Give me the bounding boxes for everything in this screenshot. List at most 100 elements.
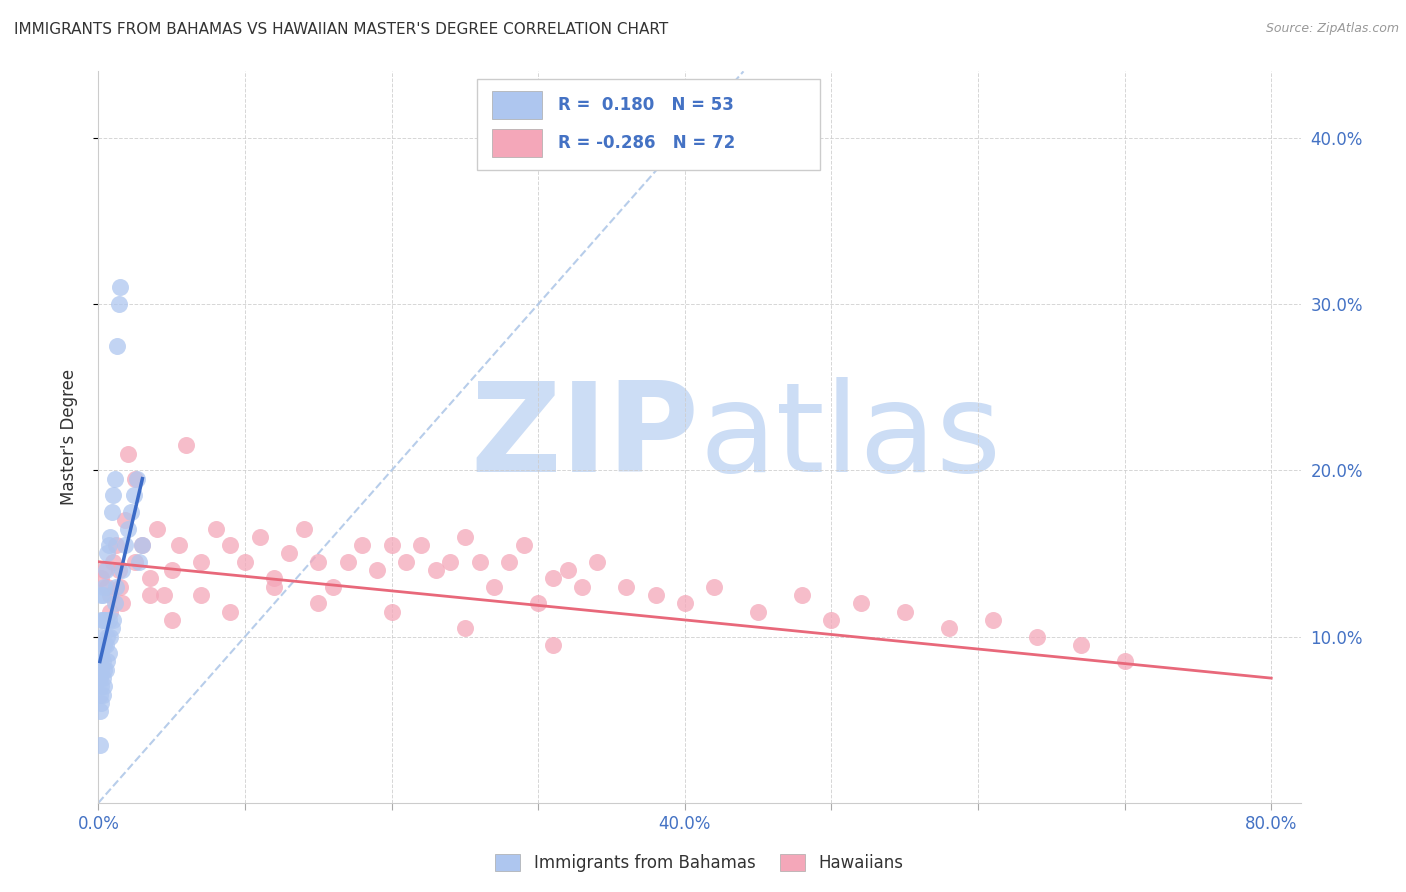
Point bbox=[91, 638, 114, 652]
Point bbox=[90, 680, 112, 694]
Point bbox=[131, 538, 153, 552]
Point bbox=[103, 472, 125, 486]
Text: IMMIGRANTS FROM BAHAMAS VS HAWAIIAN MASTER'S DEGREE CORRELATION CHART: IMMIGRANTS FROM BAHAMAS VS HAWAIIAN MAST… bbox=[14, 22, 668, 37]
Point bbox=[90, 571, 112, 585]
Point bbox=[93, 613, 115, 627]
Point bbox=[146, 521, 169, 535]
Point bbox=[790, 588, 813, 602]
Point bbox=[96, 546, 118, 560]
Point bbox=[98, 630, 121, 644]
Point bbox=[439, 555, 461, 569]
Point bbox=[167, 538, 190, 552]
Point bbox=[101, 488, 124, 502]
Point bbox=[89, 705, 111, 719]
Point bbox=[176, 438, 198, 452]
Point bbox=[512, 538, 534, 552]
Point bbox=[91, 588, 114, 602]
Point bbox=[110, 280, 132, 294]
Point bbox=[108, 563, 131, 577]
Legend: Immigrants from Bahamas, Hawaiians: Immigrants from Bahamas, Hawaiians bbox=[489, 847, 910, 879]
Point bbox=[263, 571, 285, 585]
Point bbox=[1114, 655, 1136, 669]
Point bbox=[93, 580, 115, 594]
Point bbox=[190, 588, 212, 602]
Point bbox=[219, 538, 242, 552]
Point bbox=[101, 555, 124, 569]
Y-axis label: Master's Degree: Master's Degree bbox=[59, 369, 77, 505]
Point bbox=[263, 580, 285, 594]
Point bbox=[131, 538, 153, 552]
Point bbox=[91, 671, 114, 685]
Point bbox=[336, 555, 359, 569]
Point bbox=[468, 555, 491, 569]
Point bbox=[90, 663, 112, 677]
Point bbox=[114, 513, 136, 527]
Point bbox=[100, 621, 122, 635]
Point bbox=[94, 563, 117, 577]
Point bbox=[97, 613, 120, 627]
Point bbox=[108, 297, 131, 311]
Point bbox=[117, 521, 139, 535]
Point bbox=[89, 655, 111, 669]
Point bbox=[90, 696, 112, 710]
Point bbox=[366, 563, 388, 577]
Point bbox=[138, 571, 160, 585]
Bar bbox=[492, 129, 541, 157]
Point bbox=[98, 530, 121, 544]
Point bbox=[105, 580, 128, 594]
Point bbox=[381, 538, 404, 552]
Point bbox=[114, 538, 136, 552]
Point bbox=[204, 521, 226, 535]
Point bbox=[190, 555, 212, 569]
Text: R =  0.180   N = 53: R = 0.180 N = 53 bbox=[558, 96, 734, 114]
Point bbox=[586, 555, 609, 569]
Point bbox=[938, 621, 960, 635]
Point bbox=[101, 613, 124, 627]
Point bbox=[107, 338, 129, 352]
Point bbox=[97, 646, 120, 660]
Point bbox=[160, 563, 183, 577]
Point bbox=[160, 613, 183, 627]
Point bbox=[498, 555, 520, 569]
Point bbox=[395, 555, 418, 569]
Point bbox=[153, 588, 176, 602]
Point bbox=[90, 630, 112, 644]
Text: atlas: atlas bbox=[700, 376, 1001, 498]
Point bbox=[893, 605, 915, 619]
Point bbox=[91, 688, 114, 702]
Point bbox=[352, 538, 374, 552]
Point bbox=[98, 605, 121, 619]
Point bbox=[111, 596, 134, 610]
Point bbox=[484, 580, 506, 594]
Point bbox=[93, 638, 115, 652]
Point bbox=[128, 555, 150, 569]
Point bbox=[91, 655, 114, 669]
Point bbox=[673, 596, 696, 610]
Point bbox=[747, 605, 769, 619]
Point bbox=[703, 580, 725, 594]
Point bbox=[138, 588, 160, 602]
Point bbox=[90, 588, 112, 602]
Point bbox=[93, 563, 115, 577]
Point bbox=[409, 538, 432, 552]
Point bbox=[124, 472, 146, 486]
Point bbox=[278, 546, 301, 560]
Point bbox=[111, 563, 134, 577]
Point bbox=[557, 563, 579, 577]
Point bbox=[125, 472, 148, 486]
Point bbox=[541, 638, 564, 652]
Point bbox=[97, 538, 120, 552]
Point bbox=[541, 571, 564, 585]
Point bbox=[122, 488, 145, 502]
Text: ZIP: ZIP bbox=[471, 376, 700, 498]
Point bbox=[103, 596, 125, 610]
Point bbox=[117, 447, 139, 461]
Point bbox=[1070, 638, 1092, 652]
Point bbox=[91, 613, 114, 627]
Point bbox=[425, 563, 447, 577]
Point bbox=[233, 555, 256, 569]
Point bbox=[94, 663, 117, 677]
Point bbox=[93, 663, 115, 677]
Point bbox=[644, 588, 666, 602]
Point bbox=[820, 613, 842, 627]
